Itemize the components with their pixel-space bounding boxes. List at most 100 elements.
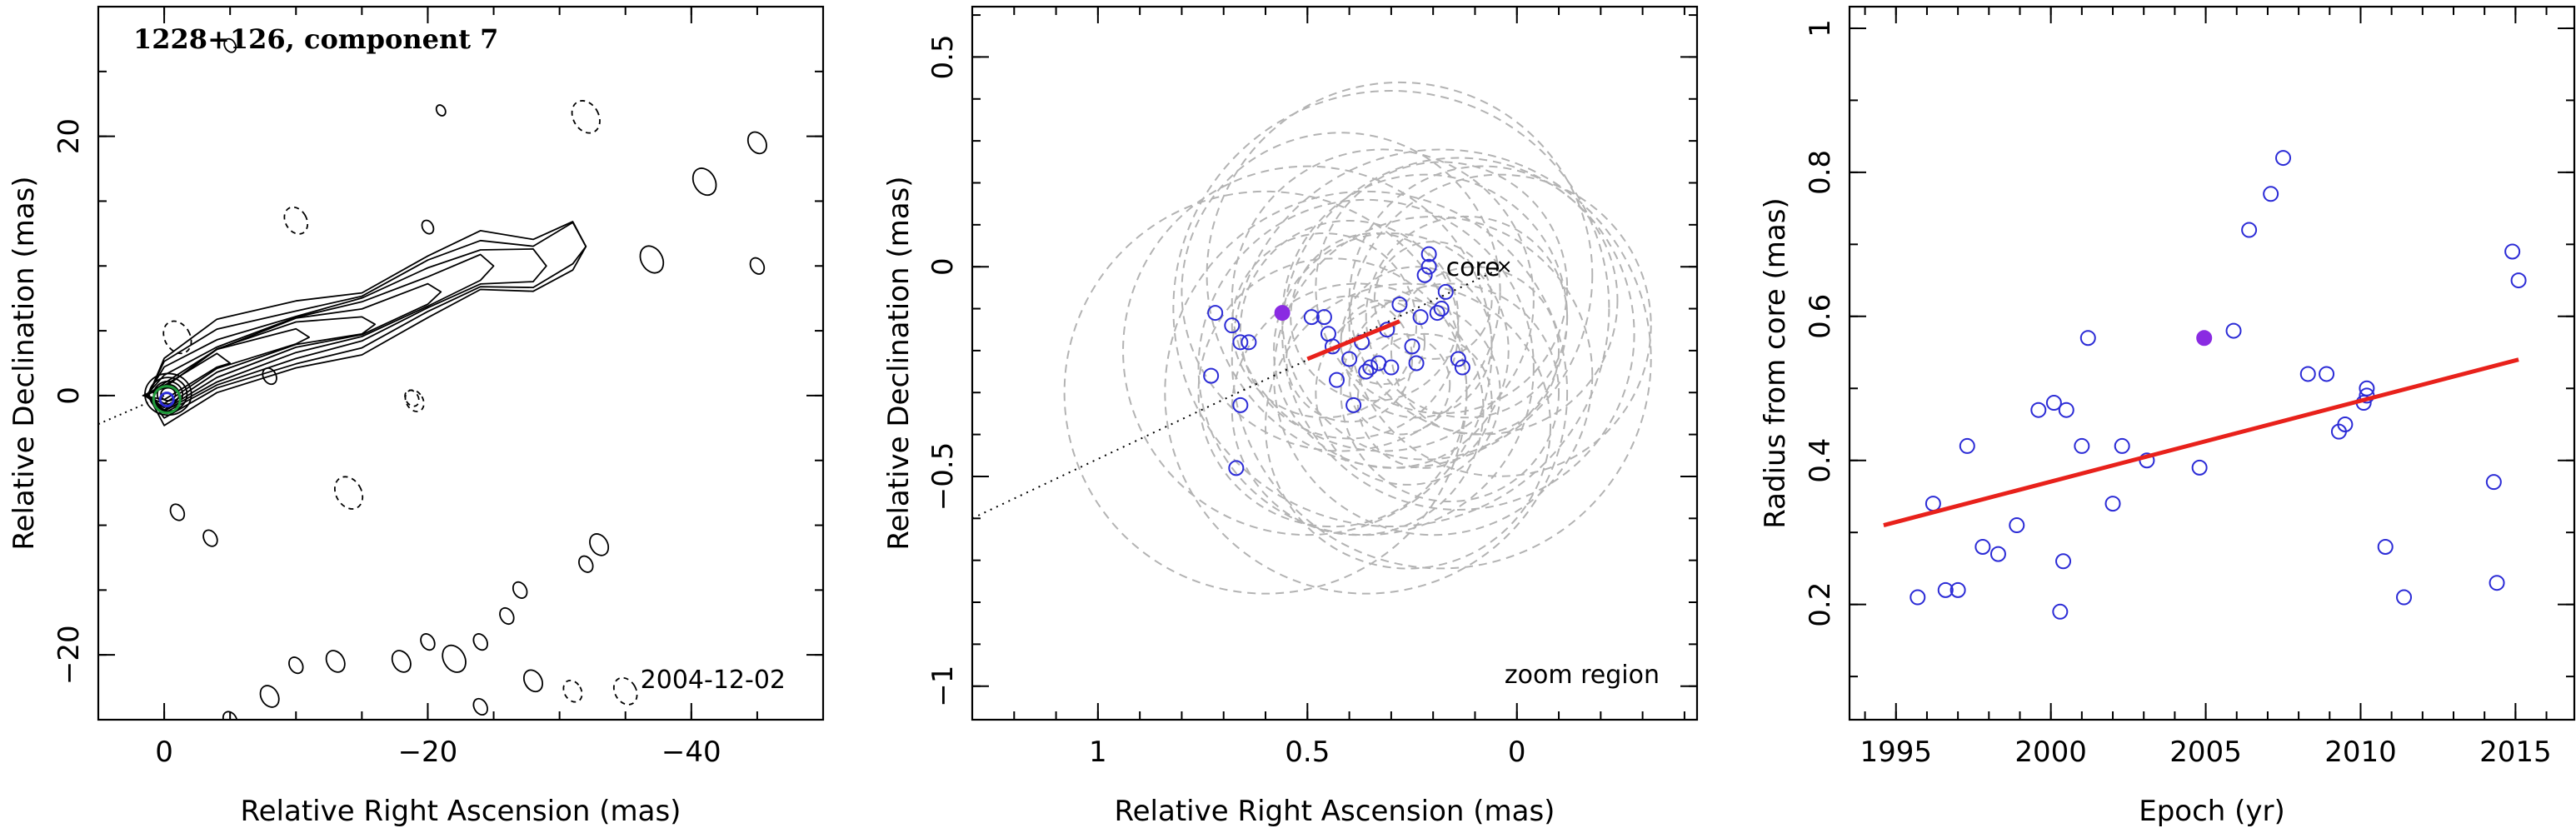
error-circle <box>1340 299 1426 386</box>
y-tick-label: 0.5 <box>926 34 960 79</box>
position-point <box>1241 334 1257 351</box>
error-circles-layer <box>1063 81 1652 595</box>
panel-1-xlabel: Relative Right Ascension (mas) <box>241 795 681 828</box>
panel-1-axes: 0 −20 −40 −20 0 20 <box>52 6 824 769</box>
x-tick-label: −40 <box>661 736 721 769</box>
error-circle <box>1348 332 1451 436</box>
position-point <box>1420 246 1437 262</box>
noise-contour <box>169 503 186 521</box>
radius-point <box>2337 416 2354 432</box>
position-point <box>1232 334 1249 351</box>
position-point <box>1341 351 1358 367</box>
component-marker <box>158 392 175 408</box>
panel-2-marks <box>972 246 1510 520</box>
radius-point <box>1937 581 1954 598</box>
panel-2-zoom-scatter: 1 0.5 0 −1 −0.5 0 0.5 core zoom region Relativ… <box>882 5 1699 828</box>
y-tick-label: 0 <box>52 387 86 405</box>
position-point <box>1429 305 1445 322</box>
epoch-annotation: 2004-12-02 <box>641 666 786 695</box>
radius-point <box>1959 437 1975 454</box>
y-tick-label: 0.8 <box>1804 150 1837 195</box>
radius-point <box>1910 589 1926 606</box>
position-point <box>1303 309 1320 326</box>
panel-2-xlabel: Relative Right Ascension (mas) <box>1115 795 1555 828</box>
error-circle <box>1290 232 1460 402</box>
y-tick-label: −1 <box>926 666 960 707</box>
error-circle <box>1340 282 1560 502</box>
radius-point <box>2263 186 2279 202</box>
x-tick-label: 2015 <box>2479 736 2552 769</box>
radius-point <box>1974 538 1991 555</box>
highlight-point <box>1274 305 1290 322</box>
noise-contour <box>639 245 665 274</box>
position-point <box>1315 309 1332 326</box>
fit-line <box>1883 357 2519 527</box>
x-tick-label: 2005 <box>2169 736 2242 769</box>
radius-point <box>2377 538 2394 555</box>
x-tick-label: 0.5 <box>1285 736 1330 769</box>
negative-contour <box>612 676 638 706</box>
radius-point <box>2241 222 2258 238</box>
y-tick-label: 0 <box>926 257 960 276</box>
error-circle <box>1348 165 1619 436</box>
jet-contour <box>146 248 547 414</box>
radius-point <box>1989 546 2006 562</box>
position-point <box>1420 258 1437 275</box>
radius-point <box>2052 603 2069 620</box>
panel-2-frame <box>971 5 1699 721</box>
noise-contour <box>578 555 594 573</box>
panel-3-marks <box>1883 150 2527 620</box>
position-point <box>1404 338 1420 355</box>
radius-point <box>1949 581 1966 598</box>
panel-1-marks <box>98 385 182 426</box>
radius-point <box>1925 496 1941 512</box>
negative-contour <box>162 320 192 355</box>
position-point <box>1203 367 1220 384</box>
noise-contour <box>421 219 435 235</box>
radius-point <box>2510 272 2527 289</box>
error-circle <box>1231 148 1535 452</box>
position-point <box>1232 397 1249 413</box>
panel-3-ylabel: Radius from core (mas) <box>1759 197 1792 528</box>
radius-point <box>2114 437 2130 454</box>
x-tick-label: 1995 <box>1860 736 1933 769</box>
x-tick-label: 1 <box>1089 736 1107 769</box>
position-point <box>1391 297 1408 313</box>
zoom-region-label: zoom region <box>1505 661 1660 690</box>
panel-3-radius-vs-epoch: 1995 2000 2005 2010 2015 0.2 0.4 0.6 0.8 1 Epoch … <box>1759 5 2576 828</box>
noise-contour <box>512 581 528 599</box>
panel-2-axes: 1 0.5 0 −1 −0.5 0 0.5 <box>926 7 1697 769</box>
error-circle <box>1340 266 1493 419</box>
negative-contour <box>333 476 364 510</box>
y-tick-label: 0.4 <box>1804 438 1837 483</box>
error-circle <box>1239 219 1460 440</box>
error-circle <box>1063 190 1468 595</box>
error-circle <box>1356 332 1493 469</box>
fit-line <box>1306 319 1400 362</box>
radius-point <box>2009 517 2025 534</box>
radius-point <box>2299 366 2316 382</box>
noise-contour <box>435 104 447 117</box>
y-tick-label: 1 <box>1804 19 1837 37</box>
noise-contour <box>259 685 280 708</box>
panel-2-ylabel: Relative Declination (mas) <box>882 176 916 550</box>
radius-point <box>2045 395 2062 412</box>
error-circle <box>1231 282 1485 536</box>
panel-1-title: 1228+126, component 7 <box>133 23 498 55</box>
core-contour <box>144 372 192 416</box>
error-circle <box>1286 295 1414 423</box>
panel-3-frame <box>1848 5 2576 721</box>
position-point <box>1345 397 1362 413</box>
position-point <box>1454 359 1470 376</box>
panel-3-axes: 1995 2000 2005 2010 2015 0.2 0.4 0.6 0.8 1 <box>1804 7 2574 769</box>
component-circle <box>152 385 182 415</box>
noise-contour <box>325 650 346 673</box>
negative-contour <box>404 389 425 412</box>
noise-contour <box>749 257 766 275</box>
y-tick-label: 0.2 <box>1804 582 1837 627</box>
error-circle <box>1231 232 1418 419</box>
core-marker <box>1498 261 1510 272</box>
position-point <box>1358 363 1375 380</box>
negative-contour <box>562 679 583 703</box>
